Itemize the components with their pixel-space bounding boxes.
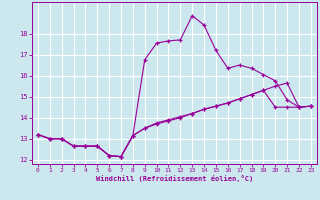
X-axis label: Windchill (Refroidissement éolien,°C): Windchill (Refroidissement éolien,°C): [96, 175, 253, 182]
